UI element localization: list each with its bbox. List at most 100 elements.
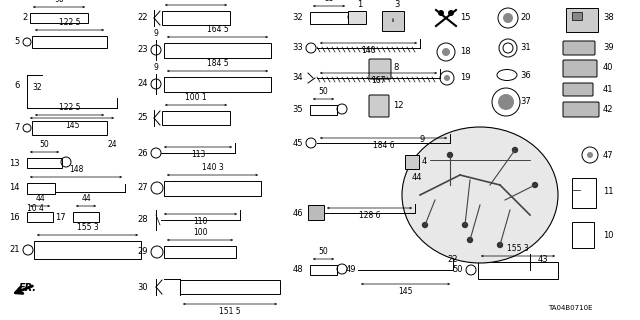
- Text: 110: 110: [193, 217, 208, 226]
- Text: 47: 47: [603, 150, 614, 159]
- Text: 3: 3: [394, 0, 400, 9]
- Text: 35: 35: [292, 106, 303, 115]
- Text: 40: 40: [603, 63, 614, 73]
- Text: 184 5: 184 5: [207, 59, 228, 68]
- Text: 44: 44: [412, 173, 422, 182]
- Text: FR.: FR.: [19, 283, 37, 293]
- FancyBboxPatch shape: [563, 60, 597, 77]
- FancyBboxPatch shape: [369, 59, 391, 79]
- Bar: [32, 121, 107, 135]
- Bar: [310, 105, 337, 115]
- Text: 100 1: 100 1: [185, 0, 207, 2]
- Bar: [164, 43, 271, 58]
- Text: 17: 17: [56, 212, 66, 221]
- Bar: [164, 180, 261, 196]
- Text: 155 3: 155 3: [507, 244, 529, 253]
- Text: 100 1: 100 1: [185, 93, 207, 102]
- Circle shape: [513, 148, 518, 153]
- Text: 167: 167: [371, 76, 386, 85]
- FancyBboxPatch shape: [369, 95, 389, 117]
- Bar: [30, 13, 88, 23]
- Text: 90: 90: [54, 0, 64, 4]
- Circle shape: [532, 182, 538, 188]
- Circle shape: [503, 13, 513, 23]
- Text: 122 5: 122 5: [59, 18, 80, 27]
- Text: 50: 50: [452, 266, 463, 275]
- Text: 14: 14: [10, 183, 20, 193]
- Text: 164 5: 164 5: [207, 25, 228, 34]
- Circle shape: [448, 10, 454, 16]
- Bar: [382, 11, 404, 31]
- Text: 31: 31: [520, 44, 531, 52]
- Text: 27: 27: [138, 183, 148, 193]
- Text: 128 6: 128 6: [359, 211, 380, 220]
- Bar: [180, 280, 280, 294]
- Text: 2: 2: [23, 13, 28, 22]
- Text: 12: 12: [393, 100, 403, 109]
- Circle shape: [447, 153, 452, 157]
- Text: TA04B0710E: TA04B0710E: [548, 305, 592, 311]
- Text: 37: 37: [520, 98, 531, 107]
- Text: 9: 9: [154, 29, 159, 38]
- Text: 1: 1: [357, 0, 363, 9]
- Text: 5: 5: [15, 37, 20, 46]
- Text: 21: 21: [10, 245, 20, 254]
- Text: 46: 46: [292, 209, 303, 218]
- Text: 20: 20: [520, 13, 531, 22]
- Text: 10: 10: [603, 230, 614, 239]
- Bar: [348, 11, 366, 24]
- Text: 4: 4: [422, 157, 428, 166]
- Text: 9: 9: [154, 63, 159, 72]
- Circle shape: [422, 222, 428, 228]
- Text: 10 4: 10 4: [27, 204, 44, 213]
- Bar: [572, 222, 594, 248]
- Bar: [572, 12, 582, 20]
- Bar: [310, 265, 337, 275]
- Text: 24: 24: [107, 140, 116, 149]
- Text: 30: 30: [138, 283, 148, 292]
- Bar: [572, 178, 596, 208]
- Text: 6: 6: [15, 81, 20, 90]
- Bar: [164, 76, 271, 92]
- Bar: [27, 158, 62, 168]
- Text: 50: 50: [40, 140, 49, 149]
- Text: 49: 49: [346, 266, 356, 275]
- Text: ii: ii: [392, 19, 394, 23]
- Text: 26: 26: [138, 148, 148, 157]
- Text: 32: 32: [32, 84, 42, 92]
- Text: 28: 28: [138, 215, 148, 225]
- Bar: [32, 36, 107, 48]
- Text: 8: 8: [393, 63, 398, 73]
- Text: 151 5: 151 5: [219, 307, 241, 316]
- FancyBboxPatch shape: [563, 41, 595, 55]
- Text: 36: 36: [520, 70, 531, 79]
- Text: 50: 50: [319, 247, 328, 256]
- Text: 7: 7: [15, 124, 20, 132]
- Text: 16: 16: [10, 212, 20, 221]
- Text: 44: 44: [35, 194, 45, 203]
- Text: 25: 25: [138, 114, 148, 123]
- Text: 39: 39: [603, 44, 614, 52]
- Text: 9: 9: [420, 135, 425, 145]
- Text: 29: 29: [138, 247, 148, 257]
- Text: 100: 100: [193, 228, 207, 237]
- Circle shape: [497, 243, 502, 247]
- Text: 155 3: 155 3: [77, 223, 99, 232]
- FancyBboxPatch shape: [563, 83, 593, 96]
- Text: 122 5: 122 5: [59, 103, 80, 112]
- Text: 11: 11: [603, 188, 614, 196]
- Text: 140: 140: [361, 46, 376, 55]
- Text: 55: 55: [324, 0, 334, 3]
- Bar: [164, 246, 236, 258]
- Text: 24: 24: [138, 79, 148, 89]
- Text: 45: 45: [292, 139, 303, 148]
- Text: 44: 44: [81, 194, 91, 203]
- Circle shape: [463, 222, 467, 228]
- Text: 33: 33: [292, 44, 303, 52]
- Text: 184 6: 184 6: [372, 141, 394, 150]
- Bar: [308, 205, 324, 220]
- Text: 13: 13: [10, 158, 20, 167]
- Text: 48: 48: [292, 266, 303, 275]
- Ellipse shape: [402, 127, 558, 263]
- Text: 34: 34: [292, 74, 303, 83]
